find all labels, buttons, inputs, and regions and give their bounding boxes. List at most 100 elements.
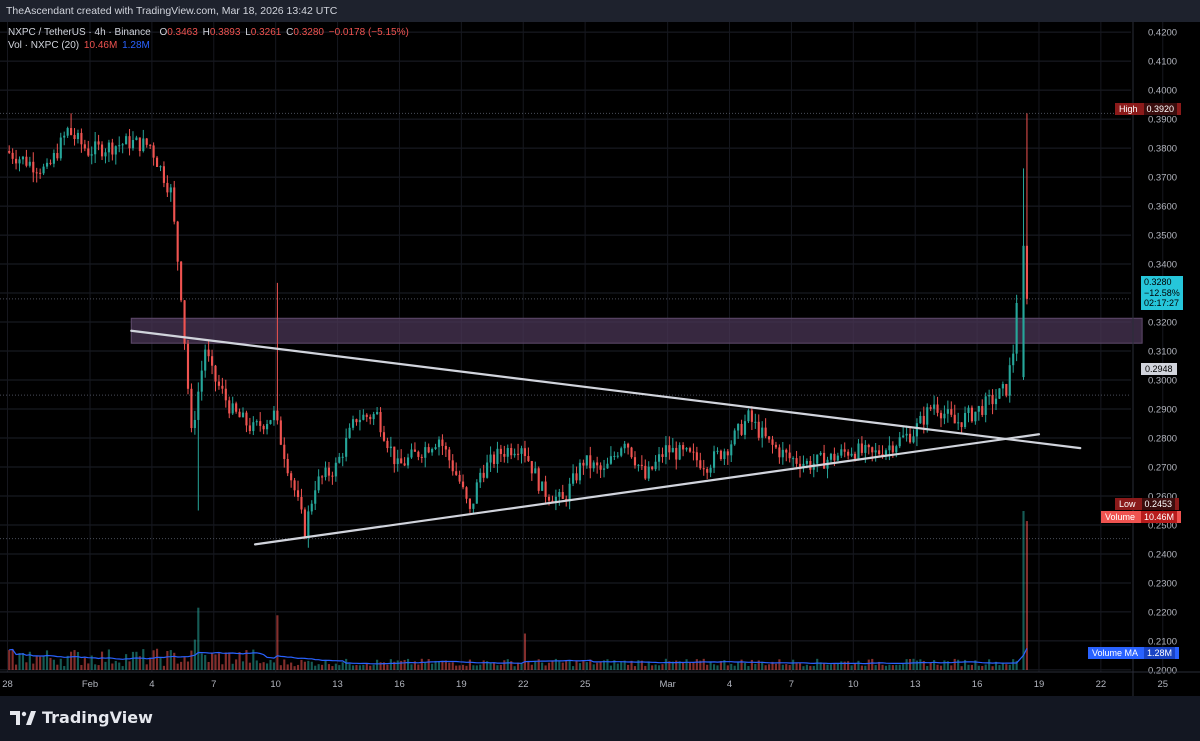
volume-bar [382, 662, 386, 670]
candle-body [1005, 384, 1008, 396]
volume-bar [963, 659, 967, 670]
candle-body [334, 462, 337, 477]
volume-bar [448, 662, 451, 670]
volume-tag-value: 10.46M [1141, 511, 1178, 523]
close-value: 0.3280 [293, 27, 324, 38]
volume-bar [988, 659, 991, 670]
time-tick-label: Mar [659, 679, 675, 690]
volume-bar [781, 664, 784, 670]
volume-bar [283, 659, 286, 670]
low-label: L [245, 27, 251, 38]
volume-bar [606, 659, 609, 670]
candle-body [114, 146, 117, 155]
candle-body [878, 450, 881, 455]
candle-body [537, 468, 540, 491]
volume-bar [520, 663, 523, 670]
volume-ma-tag: Volume MA 1.28M [1088, 647, 1180, 659]
volume-bar [991, 666, 994, 670]
volume-bar [286, 664, 289, 670]
price-tick-label: 0.2100 [1148, 636, 1177, 647]
candle-body [692, 451, 695, 453]
time-tick-label: 22 [1096, 679, 1107, 690]
candle-body [963, 413, 967, 428]
volume-bar [981, 665, 984, 670]
volume-bar [678, 661, 681, 670]
candle-body [159, 166, 162, 168]
candle-body [606, 463, 609, 469]
candle-body [358, 419, 361, 423]
candle-body [623, 443, 626, 449]
candle-body [915, 423, 918, 437]
volume-bar [802, 666, 805, 670]
candle-body [946, 409, 949, 414]
candle-body [155, 157, 159, 167]
volume-bar [682, 661, 685, 670]
candle-body [977, 406, 980, 412]
price-tick-label: 0.4000 [1148, 86, 1177, 97]
volume-bar [719, 660, 723, 670]
candle-body [699, 460, 702, 469]
volume-bar [176, 663, 179, 670]
price-chart[interactable]: 0.4200 0.4100 0.4000 0.3900 0.3800 0.3700 0.36… [0, 22, 1200, 696]
candle-body [413, 449, 416, 452]
volume-bar [664, 658, 667, 670]
volume-bar [1005, 664, 1008, 670]
volume-bar [376, 659, 379, 670]
volume-bar [840, 661, 843, 670]
candle-body [912, 436, 915, 443]
candle-body [688, 448, 692, 452]
volume-bar [953, 658, 956, 670]
candle-body [142, 138, 145, 152]
candle-body [785, 449, 788, 453]
volume-bar [816, 658, 819, 670]
volume-bar [499, 664, 502, 670]
volume-bar [138, 656, 141, 670]
volume-bar [372, 664, 375, 670]
volume-bar [11, 649, 14, 670]
volume-bar [695, 659, 698, 670]
candle-body [585, 455, 588, 466]
candle-body [266, 423, 269, 430]
price-tick-label: 0.2000 [1148, 665, 1177, 676]
price-tick-label: 0.3500 [1148, 231, 1177, 242]
volume-bar [100, 651, 104, 670]
candle-body [90, 154, 93, 156]
volume-bar [489, 662, 492, 670]
candle-body [609, 456, 612, 464]
volume-bar [702, 658, 705, 670]
tradingview-logo[interactable]: TradingView [10, 708, 153, 727]
candle-body [97, 141, 100, 145]
candle-body [630, 447, 633, 458]
volume-bar [908, 658, 912, 670]
candle-body [197, 391, 200, 420]
candle-body [651, 466, 654, 470]
price-tick-label: 0.2500 [1148, 520, 1177, 531]
volume-bar [513, 666, 516, 670]
volume-bar [465, 665, 468, 670]
volume-bar [252, 649, 255, 670]
volume-bar [668, 661, 671, 670]
volume-bar [1001, 662, 1004, 670]
volume-bar [59, 658, 62, 670]
volume-bar [788, 665, 791, 670]
candle-body [149, 144, 152, 146]
volume-bar [56, 664, 59, 670]
volume-ma-value: 1.28M [122, 40, 150, 51]
volume-bar [1025, 521, 1029, 670]
candle-body [492, 454, 496, 464]
volume-bar [25, 662, 28, 670]
volume-bar [386, 664, 389, 670]
volume-bar [657, 665, 661, 670]
price-tick-label: 0.3100 [1148, 347, 1177, 358]
candle-body [448, 449, 451, 461]
volume-bar [733, 665, 736, 670]
price-axis: 0.4200 0.4100 0.4000 0.3900 0.3800 0.3700 0.36… [1132, 22, 1177, 696]
volume-bar [616, 663, 619, 670]
candle-body [757, 421, 760, 438]
candle-body [180, 261, 183, 301]
candle-body [204, 349, 207, 371]
candle-body [994, 398, 998, 405]
volume-bar [967, 664, 970, 670]
volume-bar [303, 661, 306, 670]
candle-body [716, 450, 719, 452]
